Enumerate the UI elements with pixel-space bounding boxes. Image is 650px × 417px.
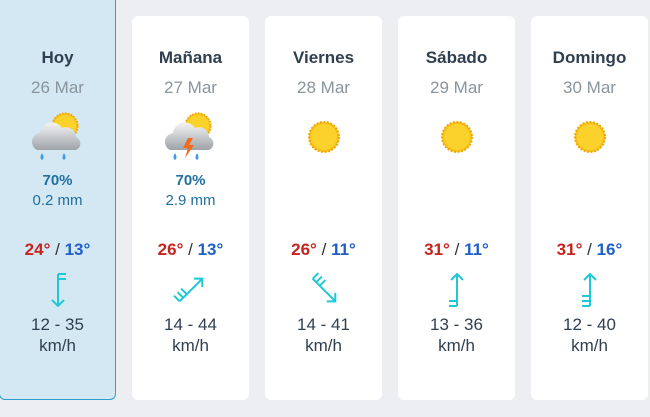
wind-speed-range: 14 - 44 [164, 315, 217, 334]
temp-separator: / [55, 240, 60, 259]
wind-speed-range: 12 - 35 [31, 315, 84, 334]
thunderstorm-cloud-sun-icon [132, 106, 249, 168]
temp-min: 16° [596, 240, 623, 259]
precip-amount [398, 192, 515, 210]
wind-speed: 13 - 36 km/h [398, 314, 515, 356]
temp-separator: / [321, 240, 327, 259]
wind-speed-unit: km/h [39, 336, 76, 355]
temperatures: 24° / 13° [0, 240, 115, 260]
wind-speed-range: 12 - 40 [563, 315, 616, 334]
wind-speed-unit: km/h [571, 336, 608, 355]
wind-arrow-icon [132, 268, 249, 312]
temp-min: 13° [64, 240, 91, 259]
temp-max: 31° [424, 240, 450, 259]
day-name: Hoy [41, 48, 74, 67]
day-name: Mañana [158, 48, 223, 67]
wind-arrow-icon [0, 268, 115, 312]
wind-speed-range: 13 - 36 [430, 315, 483, 334]
temp-separator: / [188, 240, 193, 259]
wind-speed-range: 14 - 41 [297, 315, 350, 334]
day-card[interactable]: Domingo 30 Mar 31° / 16° 12 - 40 km/h [531, 16, 648, 400]
day-card[interactable]: Sábado 29 Mar 31° / 11° 13 - 36 km/h [398, 16, 515, 400]
precip-amount [265, 192, 382, 210]
wind-speed-unit: km/h [305, 336, 342, 355]
precip-probability [265, 172, 382, 190]
precip-probability [531, 172, 648, 190]
sun-icon [398, 106, 515, 168]
precip-amount: 0.2 mm [32, 192, 83, 209]
temperatures: 26° / 13° [132, 240, 249, 260]
temp-max: 26° [291, 240, 317, 259]
wind-speed-unit: km/h [172, 336, 209, 355]
temp-separator: / [454, 240, 460, 259]
wind-arrow-icon [531, 268, 648, 312]
day-date: 27 Mar [164, 78, 217, 97]
day-name: Viernes [292, 48, 355, 67]
precip-probability: 70% [42, 172, 73, 189]
temp-min: 13° [197, 240, 224, 259]
day-date: 26 Mar [31, 78, 84, 97]
day-card[interactable]: Hoy 26 Mar 70% 0.2 mm 24° / 13° 12 - 35 k… [0, 0, 116, 400]
day-name: Domingo [552, 48, 627, 67]
wind-speed: 12 - 40 km/h [531, 314, 648, 356]
sun-icon [265, 106, 382, 168]
wind-arrow-icon [398, 268, 515, 312]
temperatures: 31° / 16° [531, 240, 648, 260]
day-card[interactable]: Viernes 28 Mar 26° / 11° 14 - 41 km/h [265, 16, 382, 400]
precip-probability [398, 172, 515, 190]
temp-separator: / [587, 240, 592, 259]
precip-probability: 70% [175, 172, 206, 189]
day-date: 28 Mar [297, 78, 350, 97]
temp-min: 11° [331, 240, 356, 259]
precip-amount [531, 192, 648, 210]
temperatures: 31° / 11° [398, 240, 515, 260]
rain-cloud-sun-icon [0, 106, 115, 168]
wind-arrow-icon [265, 268, 382, 312]
precip-amount: 2.9 mm [165, 192, 216, 209]
day-card[interactable]: Mañana 27 Mar 70% 2.9 mm 26° / 13° 14 - … [132, 16, 249, 400]
day-date: 30 Mar [563, 78, 616, 97]
temperatures: 26° / 11° [265, 240, 382, 260]
sun-icon [531, 106, 648, 168]
day-name: Sábado [425, 48, 488, 67]
temp-max: 24° [24, 240, 51, 259]
wind-speed-unit: km/h [438, 336, 475, 355]
wind-speed: 14 - 44 km/h [132, 314, 249, 356]
temp-max: 26° [157, 240, 184, 259]
temp-max: 31° [556, 240, 583, 259]
day-date: 29 Mar [430, 78, 483, 97]
wind-speed: 12 - 35 km/h [0, 314, 115, 356]
wind-speed: 14 - 41 km/h [265, 314, 382, 356]
temp-min: 11° [464, 240, 489, 259]
